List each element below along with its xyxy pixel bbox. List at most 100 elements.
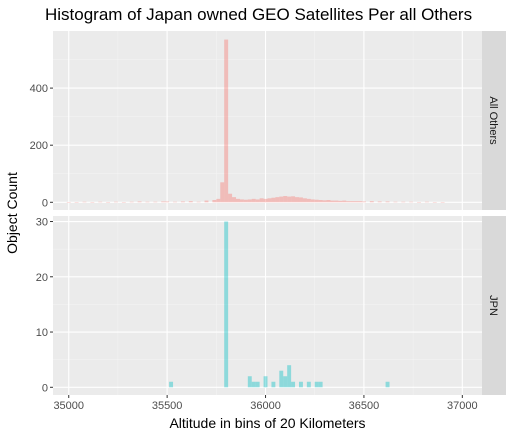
x-axis: 35000 35500 36000 36500 37000 <box>53 395 478 412</box>
histogram-bar <box>346 201 351 203</box>
histogram-bar <box>236 198 240 203</box>
histogram-bar <box>342 200 347 203</box>
histogram-bar <box>173 201 177 203</box>
histogram-bar <box>121 202 126 203</box>
histogram-bar <box>66 202 71 203</box>
histogram-bar <box>275 197 280 203</box>
histogram-bar <box>361 201 366 203</box>
histogram-bar <box>291 196 296 203</box>
panel-all-others: 0 200 400 All Others <box>30 31 506 210</box>
y-axis-title: Object Count <box>4 172 20 254</box>
histogram-bar <box>74 202 79 203</box>
y-tick-label: 400 <box>30 83 48 95</box>
histogram-bar <box>401 201 406 203</box>
panel-all-others-background <box>53 31 482 210</box>
histogram-bar <box>334 200 339 203</box>
y-tick-label: 30 <box>36 217 48 229</box>
histogram-bar <box>145 201 150 203</box>
histogram-bar <box>330 200 335 203</box>
histogram-bar <box>358 201 362 203</box>
histogram-bar <box>318 200 323 203</box>
histogram-bar <box>295 197 299 203</box>
histogram-bar <box>98 201 103 203</box>
histogram-bar <box>306 381 311 388</box>
histogram-bar <box>251 381 256 388</box>
histogram-bar <box>180 201 185 203</box>
x-tick-label: 37000 <box>447 400 478 412</box>
histogram-bar <box>247 376 252 388</box>
histogram-bar <box>377 201 382 203</box>
histogram-bar <box>255 199 260 203</box>
panel-jpn: 0 10 20 30 JPN <box>36 216 506 395</box>
histogram-bar <box>263 376 268 388</box>
histogram-bar <box>302 198 307 203</box>
panel-jpn-grid <box>53 216 482 395</box>
histogram-bar <box>196 201 201 203</box>
histogram-bar <box>393 201 398 203</box>
histogram-bar <box>137 201 142 203</box>
panel-jpn-bars <box>169 221 390 388</box>
chart-title: Histogram of Japan owned GEO Satellites … <box>45 5 472 24</box>
histogram-bar <box>224 221 229 388</box>
histogram-bar <box>385 201 390 203</box>
panel-all-others-y-axis: 0 200 400 <box>30 83 53 209</box>
histogram-bar <box>161 201 166 203</box>
x-tick-label: 35000 <box>53 400 84 412</box>
panel-jpn-background <box>53 216 482 395</box>
histogram-bar <box>291 381 296 388</box>
panel-all-others-strip-label: All Others <box>487 96 499 145</box>
panel-all-others-bars <box>66 39 445 203</box>
histogram-bar <box>279 196 284 203</box>
histogram-bar <box>129 201 134 203</box>
histogram-bar <box>153 201 158 203</box>
histogram-bar <box>310 199 315 203</box>
panel-jpn-strip-label: JPN <box>487 295 499 316</box>
panel-jpn-y-axis: 0 10 20 30 <box>36 217 53 394</box>
histogram-bar <box>409 201 414 203</box>
y-tick-label: 20 <box>36 272 48 284</box>
histogram-bar <box>267 198 272 203</box>
histogram-bar <box>212 200 217 203</box>
histogram-bar <box>417 202 421 203</box>
histogram-bar <box>247 199 252 203</box>
y-tick-label: 0 <box>42 382 48 394</box>
x-tick-label: 35500 <box>152 400 183 412</box>
panel-jpn-strip <box>482 216 506 395</box>
histogram-bar <box>338 200 343 203</box>
histogram-bar <box>279 370 284 388</box>
histogram-bar <box>271 381 276 388</box>
histogram-bar <box>204 200 209 203</box>
histogram-bar <box>271 197 276 203</box>
histogram-bar <box>82 201 87 203</box>
histogram-bar <box>90 202 95 203</box>
histogram-bar <box>106 202 111 203</box>
histogram-bar <box>283 376 288 388</box>
histogram-bar <box>251 198 256 203</box>
histogram-bar <box>326 200 331 203</box>
histogram-bar <box>255 381 260 388</box>
histogram-bar <box>220 182 225 203</box>
histogram-bar <box>369 201 374 203</box>
histogram-bar <box>287 196 292 203</box>
histogram-bar <box>243 199 248 203</box>
histogram-bar <box>165 201 170 203</box>
histogram-bar <box>114 201 118 203</box>
histogram-bar <box>287 365 292 388</box>
histogram-bar <box>322 200 327 203</box>
histogram-bar <box>298 381 303 388</box>
histogram-bar <box>169 381 174 388</box>
y-tick-label: 0 <box>42 197 48 209</box>
histogram-bar <box>314 199 319 203</box>
histogram-bar <box>306 198 311 203</box>
histogram-bar <box>283 196 288 203</box>
panel-all-others-strip <box>482 31 506 210</box>
histogram-bar <box>440 202 445 203</box>
histogram-bar <box>216 198 221 203</box>
histogram-bar <box>424 201 429 203</box>
histogram-bar <box>314 381 319 388</box>
histogram-bar <box>298 197 303 203</box>
histogram-bar <box>228 193 233 203</box>
histogram-bar <box>259 198 264 203</box>
histogram-bar <box>354 201 359 203</box>
